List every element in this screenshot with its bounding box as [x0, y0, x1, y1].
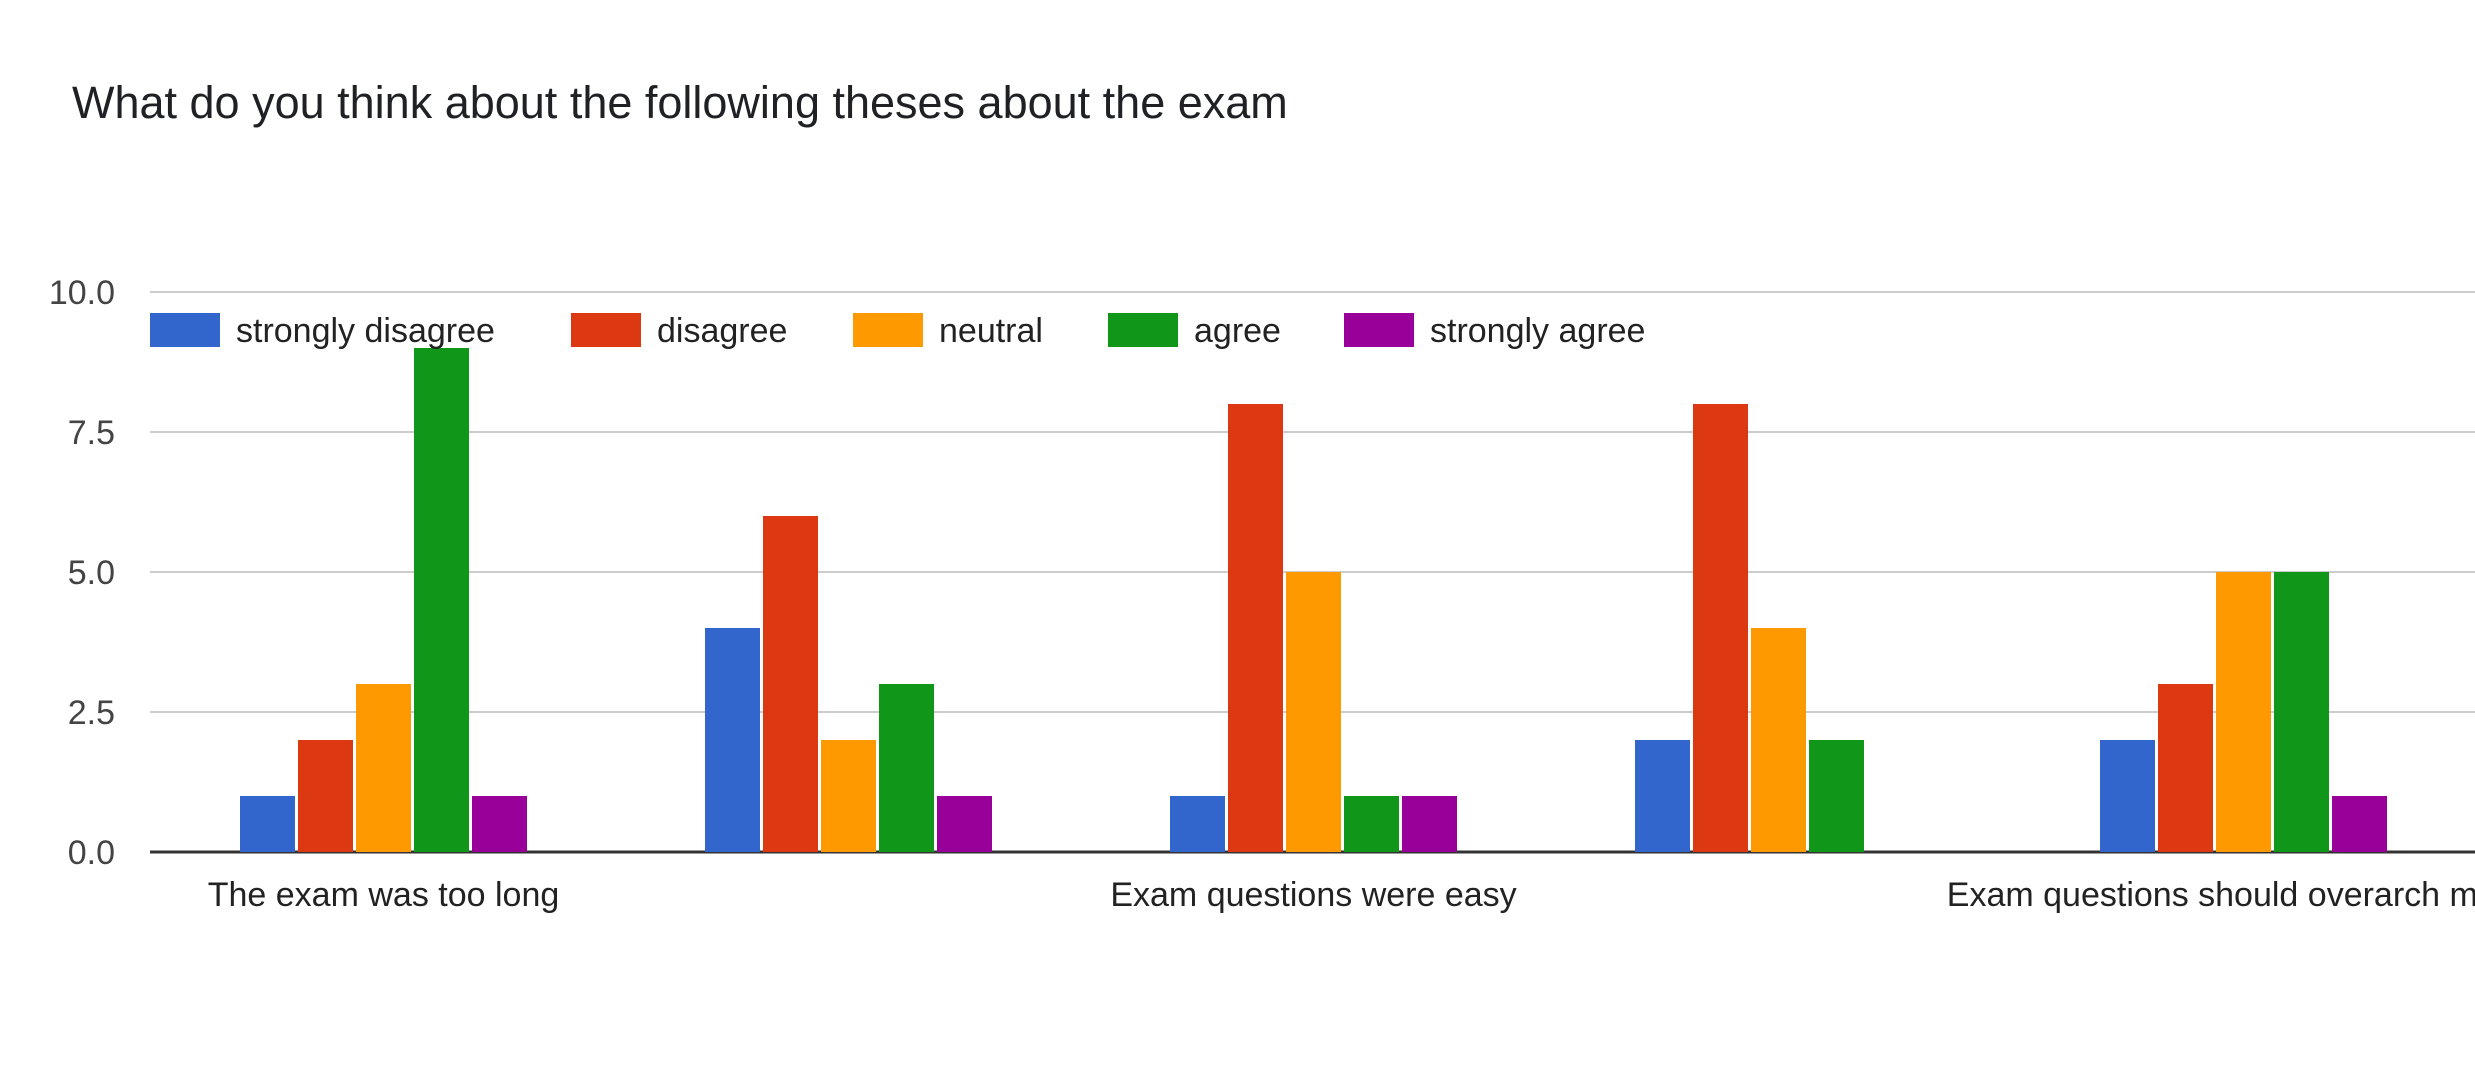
- bar-neutral-4: [2216, 572, 2271, 852]
- bar-neutral-2: [1286, 572, 1341, 852]
- bar-strongly-disagree-2: [1170, 796, 1225, 852]
- legend: strongly disagree disagree neutral agree str…: [150, 312, 1645, 350]
- bar-neutral-3: [1751, 628, 1806, 852]
- y-tick-label: 0.0: [68, 834, 115, 872]
- legend-label-agree: agree: [1194, 312, 1281, 350]
- bar-strongly-agree-4: [2332, 796, 2387, 852]
- bar-agree-3: [1809, 740, 1864, 852]
- y-tick-label: 5.0: [68, 554, 115, 592]
- bar-agree-2: [1344, 796, 1399, 852]
- bar-agree-4: [2274, 572, 2329, 852]
- bar-disagree-1: [763, 516, 818, 852]
- bar-disagree-2: [1228, 404, 1283, 852]
- legend-label-neutral: neutral: [939, 312, 1043, 350]
- x-category-label: Exam questions were easy: [1110, 876, 1516, 914]
- legend-label-strongly-agree: strongly agree: [1430, 312, 1645, 350]
- bar-neutral-1: [821, 740, 876, 852]
- bar-disagree-0: [298, 740, 353, 852]
- legend-label-strongly-disagree: strongly disagree: [236, 312, 495, 350]
- bar-agree-0: [414, 348, 469, 852]
- bar-strongly-disagree-4: [2100, 740, 2155, 852]
- bar-strongly-agree-0: [472, 796, 527, 852]
- legend-swatch-disagree: [571, 313, 641, 347]
- legend-swatch-neutral: [853, 313, 923, 347]
- bars: [240, 348, 2387, 852]
- chart-title: What do you think about the following th…: [72, 77, 1288, 128]
- y-tick-label: 10.0: [49, 274, 115, 312]
- x-category-label: The exam was too long: [208, 876, 560, 914]
- legend-swatch-strongly-disagree: [150, 313, 220, 347]
- bar-neutral-0: [356, 684, 411, 852]
- bar-disagree-3: [1693, 404, 1748, 852]
- bar-strongly-disagree-0: [240, 796, 295, 852]
- y-axis-ticks: 0.0 2.5 5.0 7.5 10.0: [49, 274, 115, 872]
- x-axis-labels: The exam was too long Exam questions were…: [208, 876, 2475, 914]
- y-tick-label: 2.5: [68, 694, 115, 732]
- bar-disagree-4: [2158, 684, 2213, 852]
- bar-agree-1: [879, 684, 934, 852]
- x-category-label: Exam questions should overarch multip: [1947, 876, 2475, 914]
- legend-label-disagree: disagree: [657, 312, 787, 350]
- y-tick-label: 7.5: [68, 414, 115, 452]
- legend-swatch-agree: [1108, 313, 1178, 347]
- bar-strongly-agree-2: [1402, 796, 1457, 852]
- legend-swatch-strongly-agree: [1344, 313, 1414, 347]
- bar-strongly-agree-1: [937, 796, 992, 852]
- bar-strongly-disagree-1: [705, 628, 760, 852]
- bar-strongly-disagree-3: [1635, 740, 1690, 852]
